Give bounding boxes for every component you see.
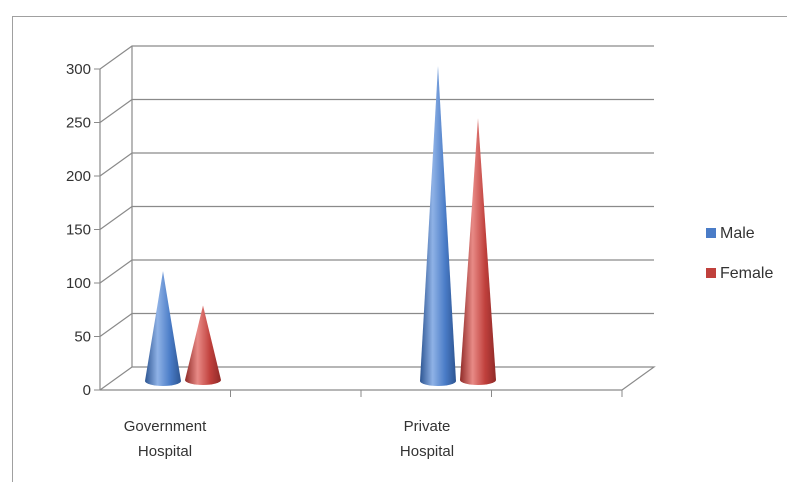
category-label: Private: [404, 418, 451, 435]
gridline-100: [99, 259, 654, 284]
cone-female-1: [460, 118, 496, 385]
y-tick-label: 200: [66, 168, 91, 185]
legend-swatch-male: [706, 228, 716, 238]
legend-label: Female: [720, 265, 773, 282]
gridline-300: [99, 45, 654, 70]
y-tick-label: 50: [74, 329, 91, 346]
cone-female-0: [185, 305, 221, 385]
gridline-150: [99, 205, 654, 230]
cone-male-1: [420, 65, 456, 386]
y-tick-label: 100: [66, 275, 91, 292]
y-axis-ticks: 0 50 100 150 200 250 300: [66, 61, 100, 399]
category-label: Government: [124, 418, 207, 435]
chart-frame: [12, 16, 787, 482]
category-label: Hospital: [400, 443, 454, 460]
legend-label: Male: [720, 225, 755, 242]
floor-outline: [99, 366, 656, 391]
gridline-200: [99, 152, 654, 177]
category-labels: Government Hospital Private Hospital: [124, 418, 454, 460]
cone-male-0: [145, 271, 181, 386]
cone-body: [420, 65, 456, 386]
legend-swatch-female: [706, 268, 716, 278]
cone-body: [185, 305, 221, 385]
y-tick-label: 0: [83, 382, 91, 399]
legend: Male Female: [706, 225, 773, 282]
gridline-50: [99, 312, 654, 337]
cone-body: [145, 271, 181, 386]
x-axis: [230, 390, 623, 397]
y-tick-label: 150: [66, 222, 91, 239]
gridline-250: [99, 98, 654, 123]
cone-body: [460, 118, 496, 385]
y-tick-label: 300: [66, 61, 91, 78]
gridlines: [99, 45, 656, 391]
cones: [145, 65, 496, 386]
category-label: Hospital: [138, 443, 192, 460]
y-tick-label: 250: [66, 115, 91, 132]
